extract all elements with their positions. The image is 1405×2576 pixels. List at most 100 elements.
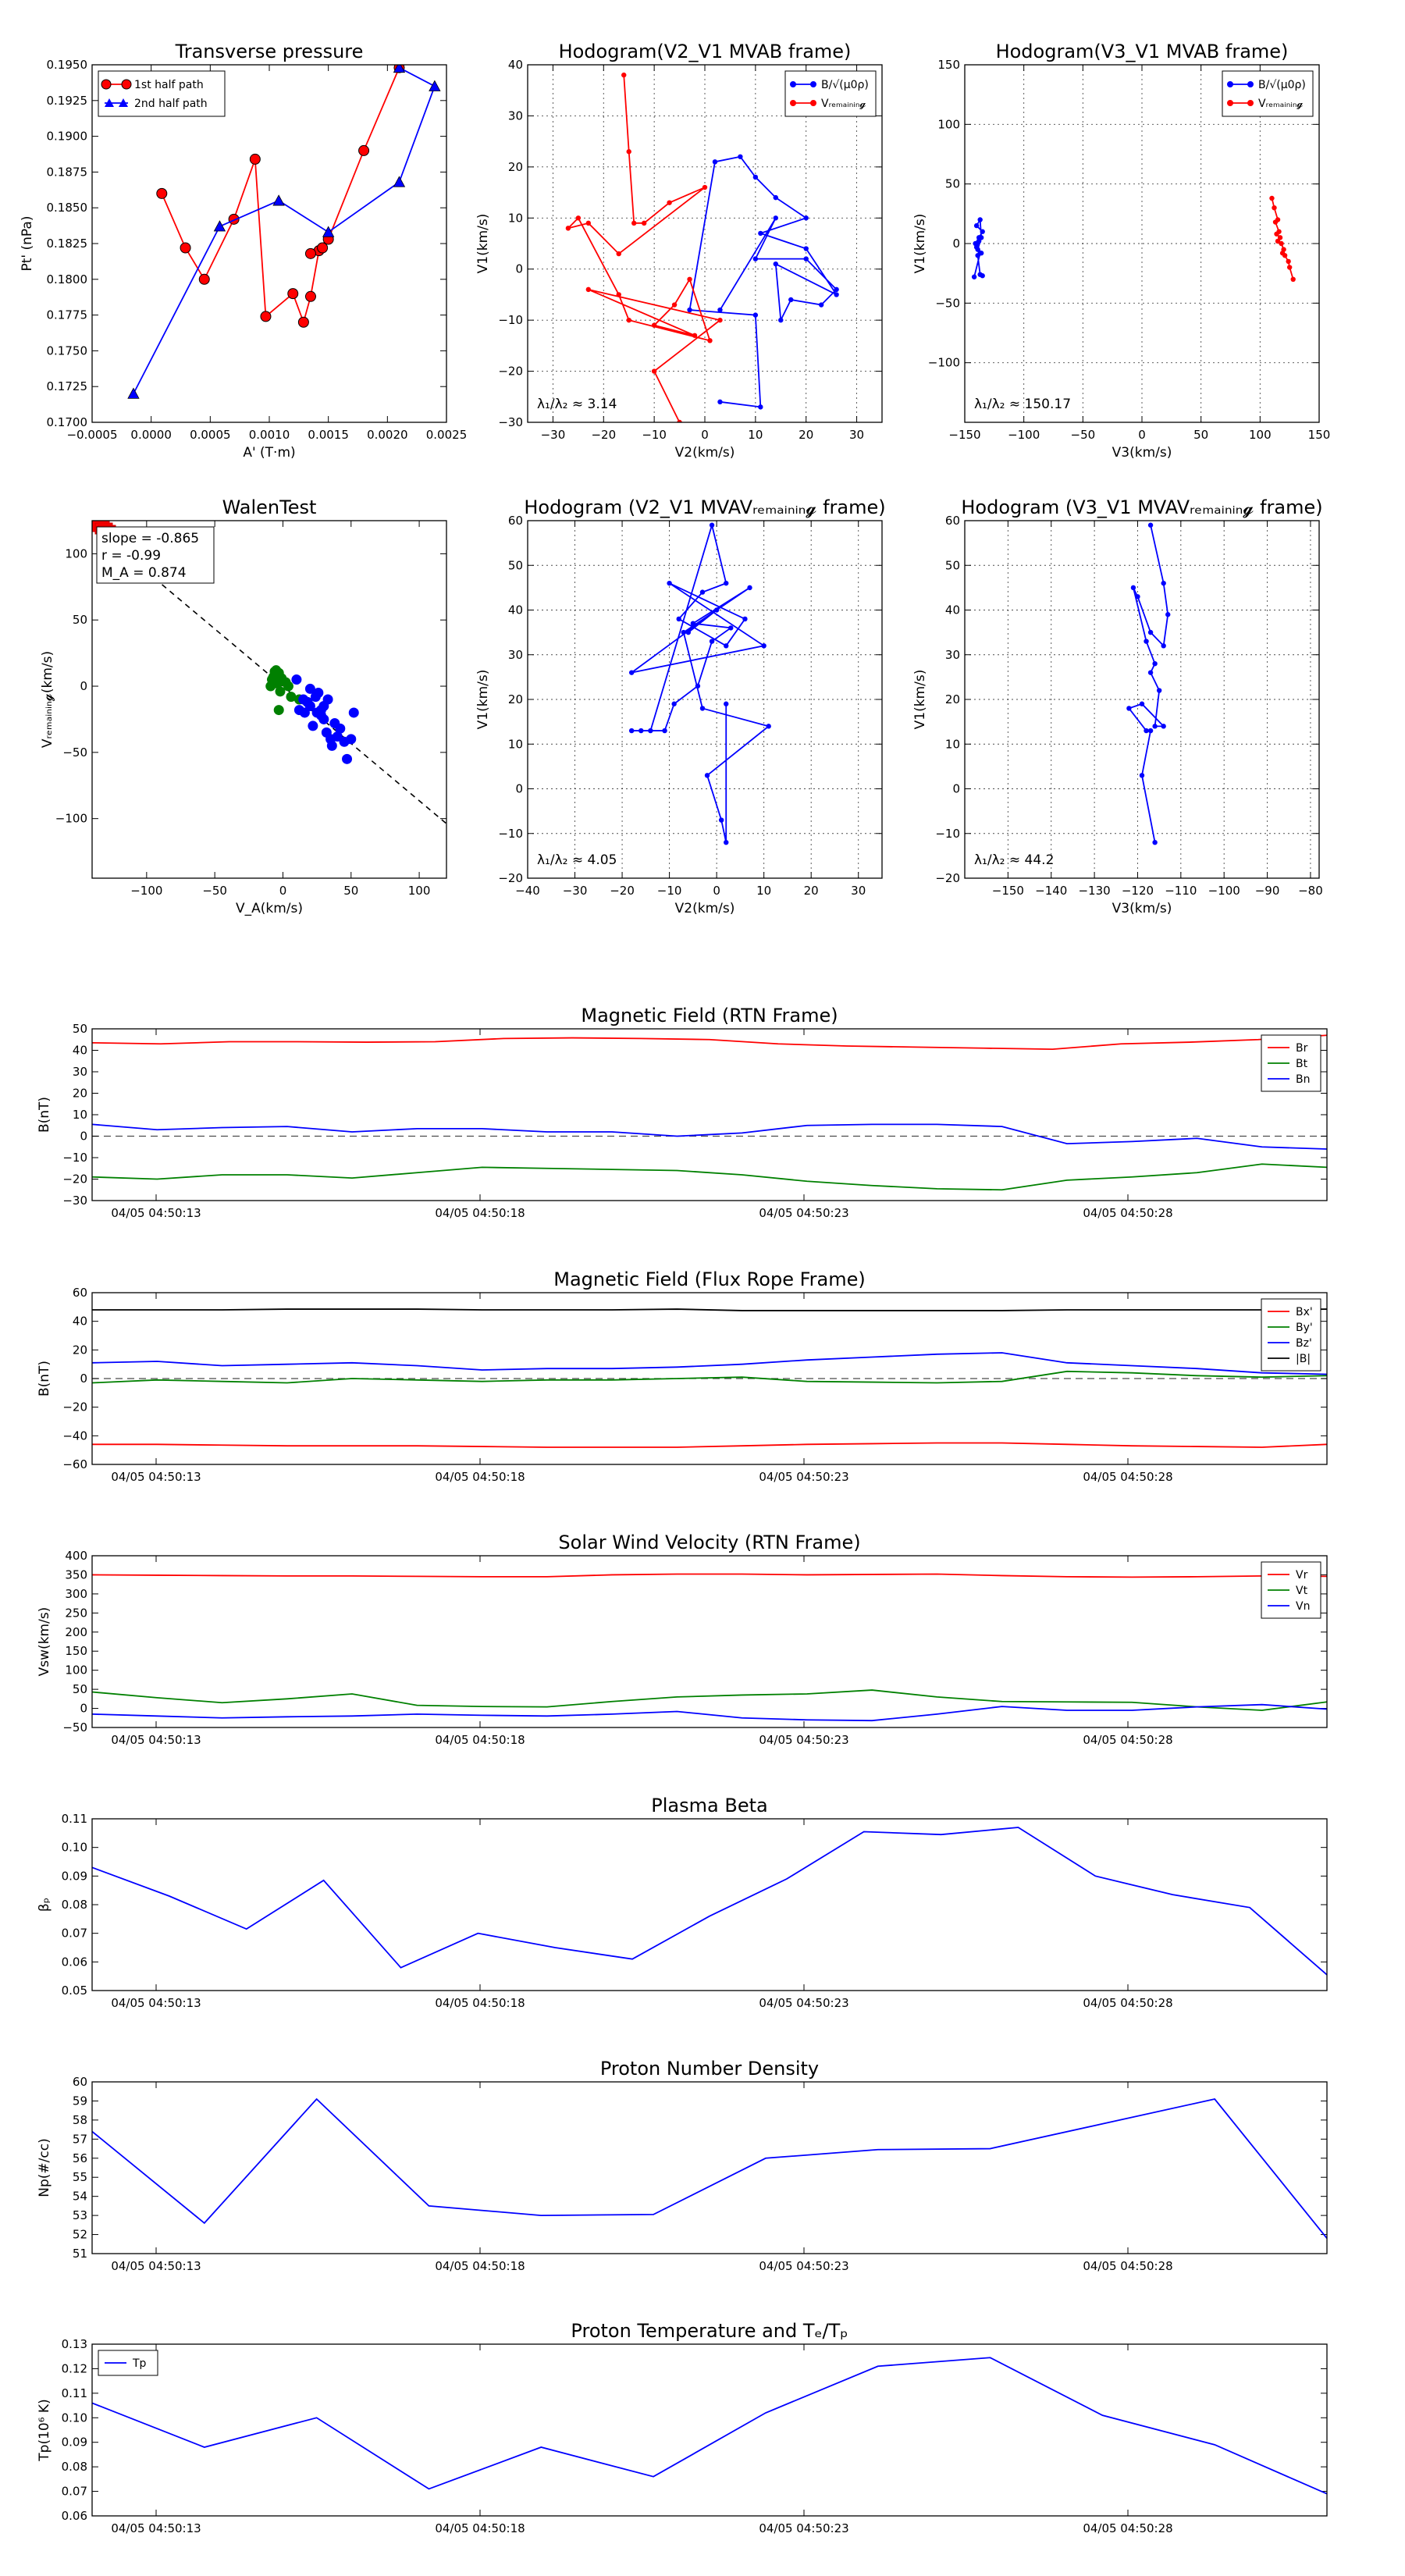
- h21-legend-marker: [810, 100, 816, 106]
- h21-point: [803, 246, 809, 251]
- h21-point: [667, 200, 672, 205]
- np-xtick-label: 04/05 04:50:23: [759, 2259, 848, 2273]
- np-ytick-label: 52: [73, 2228, 87, 2242]
- hr21-point: [667, 580, 672, 586]
- tp-point: [287, 288, 299, 300]
- mag-ylabel: B(nT): [37, 1097, 52, 1133]
- walen-annotation-line: slope = -0.865: [101, 531, 199, 546]
- tp-point: [297, 316, 309, 328]
- hr21-ytick-label: 30: [508, 648, 523, 662]
- tp-ytick-label: 0.1775: [47, 308, 88, 322]
- sw-xtick-label: 04/05 04:50:13: [111, 1733, 201, 1747]
- h21-point: [788, 297, 794, 303]
- sw-ytick-label: 150: [65, 1644, 87, 1658]
- h21-series-line-1: [565, 75, 722, 422]
- hr21-point: [676, 616, 681, 622]
- h21-legend-marker: [790, 81, 796, 87]
- mag-title: Magnetic Field (RTN Frame): [581, 1005, 838, 1026]
- h31-point: [977, 251, 983, 256]
- h31-point: [980, 229, 985, 234]
- hr21-point: [747, 585, 752, 591]
- flux-series-line-0: [92, 1442, 1327, 1448]
- h21-point: [752, 174, 759, 180]
- h21-point: [641, 220, 647, 226]
- h21-ylabel: V1(km/s): [475, 214, 491, 274]
- hr21-point: [681, 629, 686, 635]
- h21-point: [752, 312, 759, 318]
- mag-legend-label: Br: [1296, 1042, 1308, 1055]
- h21-point: [818, 302, 824, 308]
- hr21-xtick-label: 10: [756, 884, 771, 898]
- sw-legend-label: Vr: [1296, 1569, 1308, 1582]
- h21-point: [626, 149, 631, 155]
- hr21-ytick-label: 50: [508, 558, 523, 572]
- sw-axes-frame: [91, 1555, 1328, 1728]
- sw-xtick-label: 04/05 04:50:28: [1083, 1733, 1172, 1747]
- h21-point: [575, 215, 582, 221]
- mag-xtick-label: 04/05 04:50:18: [435, 1206, 525, 1220]
- tp-ytick-label: 0.1700: [47, 415, 88, 429]
- h21-point: [717, 399, 723, 405]
- h21-legend-marker: [790, 100, 796, 106]
- np-ytick-label: 54: [73, 2190, 87, 2204]
- hr21-ytick-label: −20: [498, 871, 523, 885]
- h21-ytick-label: 0: [515, 262, 523, 276]
- mag-chart: −30 −20 −10 0 10 20 30 40 50 04/05 04:50:13 04/05 …: [37, 1005, 1328, 1220]
- h21-point: [712, 159, 718, 165]
- tp-point: [429, 80, 441, 91]
- tp-point: [304, 290, 316, 302]
- h21-ytick-label: −10: [498, 313, 523, 327]
- h21-point: [651, 322, 657, 328]
- hr31-xtick-label: −120: [1122, 884, 1154, 898]
- sw-xtick-label: 04/05 04:50:23: [759, 1733, 848, 1747]
- h21-title: Hodogram(V2_V1 MVAB frame): [559, 41, 852, 62]
- h21-ytick-label: 40: [508, 58, 523, 72]
- flux-xtick-label: 04/05 04:50:13: [111, 1470, 201, 1484]
- hr31-point: [1161, 580, 1166, 586]
- hr31-chart: −150 −140 −130 −120 −110 −100 −90 −80−20−100102…: [912, 496, 1323, 916]
- tpp-ylabel: Tp(10⁶ K): [37, 2399, 52, 2461]
- h21-point: [738, 154, 743, 159]
- h31-point: [1275, 238, 1281, 244]
- mag-legend-label: Bn: [1296, 1073, 1310, 1086]
- hr21-xlabel: V2(km/s): [675, 901, 735, 916]
- beta-xtick-label: 04/05 04:50:28: [1083, 1996, 1172, 2010]
- hr21-point: [690, 621, 696, 626]
- np-ylabel: Np(#/cc): [37, 2138, 52, 2197]
- sw-series-line-2: [92, 1703, 1327, 1722]
- h31-xtick-label: −150: [948, 428, 980, 442]
- h21-ytick-label: −20: [498, 365, 523, 379]
- tpp-ytick-label: 0.11: [62, 2386, 87, 2400]
- hr31-point: [1147, 728, 1154, 734]
- tp-ytick-label: 0.1950: [47, 58, 88, 72]
- hr21-point: [699, 706, 706, 711]
- np-chart: 51 52 53 54 55 56 57 58 59 60 04/05 04:50:13 04/05 …: [37, 2058, 1328, 2273]
- mag-series-line-0: [92, 1034, 1327, 1051]
- h31-ytick-label: 150: [937, 58, 960, 72]
- mag-legend-label: Bt: [1296, 1058, 1308, 1070]
- walen-annotation-line: r = -0.99: [101, 548, 161, 564]
- tpp-xtick-label: 04/05 04:50:18: [435, 2521, 525, 2535]
- h21-plot-area: [565, 72, 839, 422]
- walen-axes-frame: [91, 520, 447, 879]
- hr31-point: [1152, 724, 1158, 729]
- tp-point: [393, 176, 406, 187]
- mag-series-line-2: [92, 1123, 1327, 1150]
- hr31-ytick-label: 20: [945, 692, 960, 706]
- hr21-point: [709, 522, 715, 528]
- hr21-point: [724, 840, 729, 845]
- beta-plot-area: [92, 1827, 1327, 1976]
- np-ytick-label: 56: [73, 2151, 87, 2165]
- tpp-ytick-label: 0.08: [62, 2460, 87, 2474]
- h31-ylabel: V1(km/s): [912, 214, 928, 274]
- hr21-point: [713, 607, 720, 613]
- h21-point: [651, 368, 657, 374]
- walen-ytick-label: 100: [65, 546, 87, 560]
- hr21-title: Hodogram (V2_V1 MVAVᵣₑₘₐᵢₙᵢₙ𝓰 frame): [524, 496, 885, 518]
- sw-ytick-label: 0: [80, 1702, 87, 1716]
- walen-point: [293, 705, 304, 716]
- tp-point: [322, 226, 335, 237]
- hr31-point: [1130, 585, 1136, 591]
- h31-point: [1274, 231, 1279, 237]
- hr31-xtick-label: −80: [1298, 884, 1323, 898]
